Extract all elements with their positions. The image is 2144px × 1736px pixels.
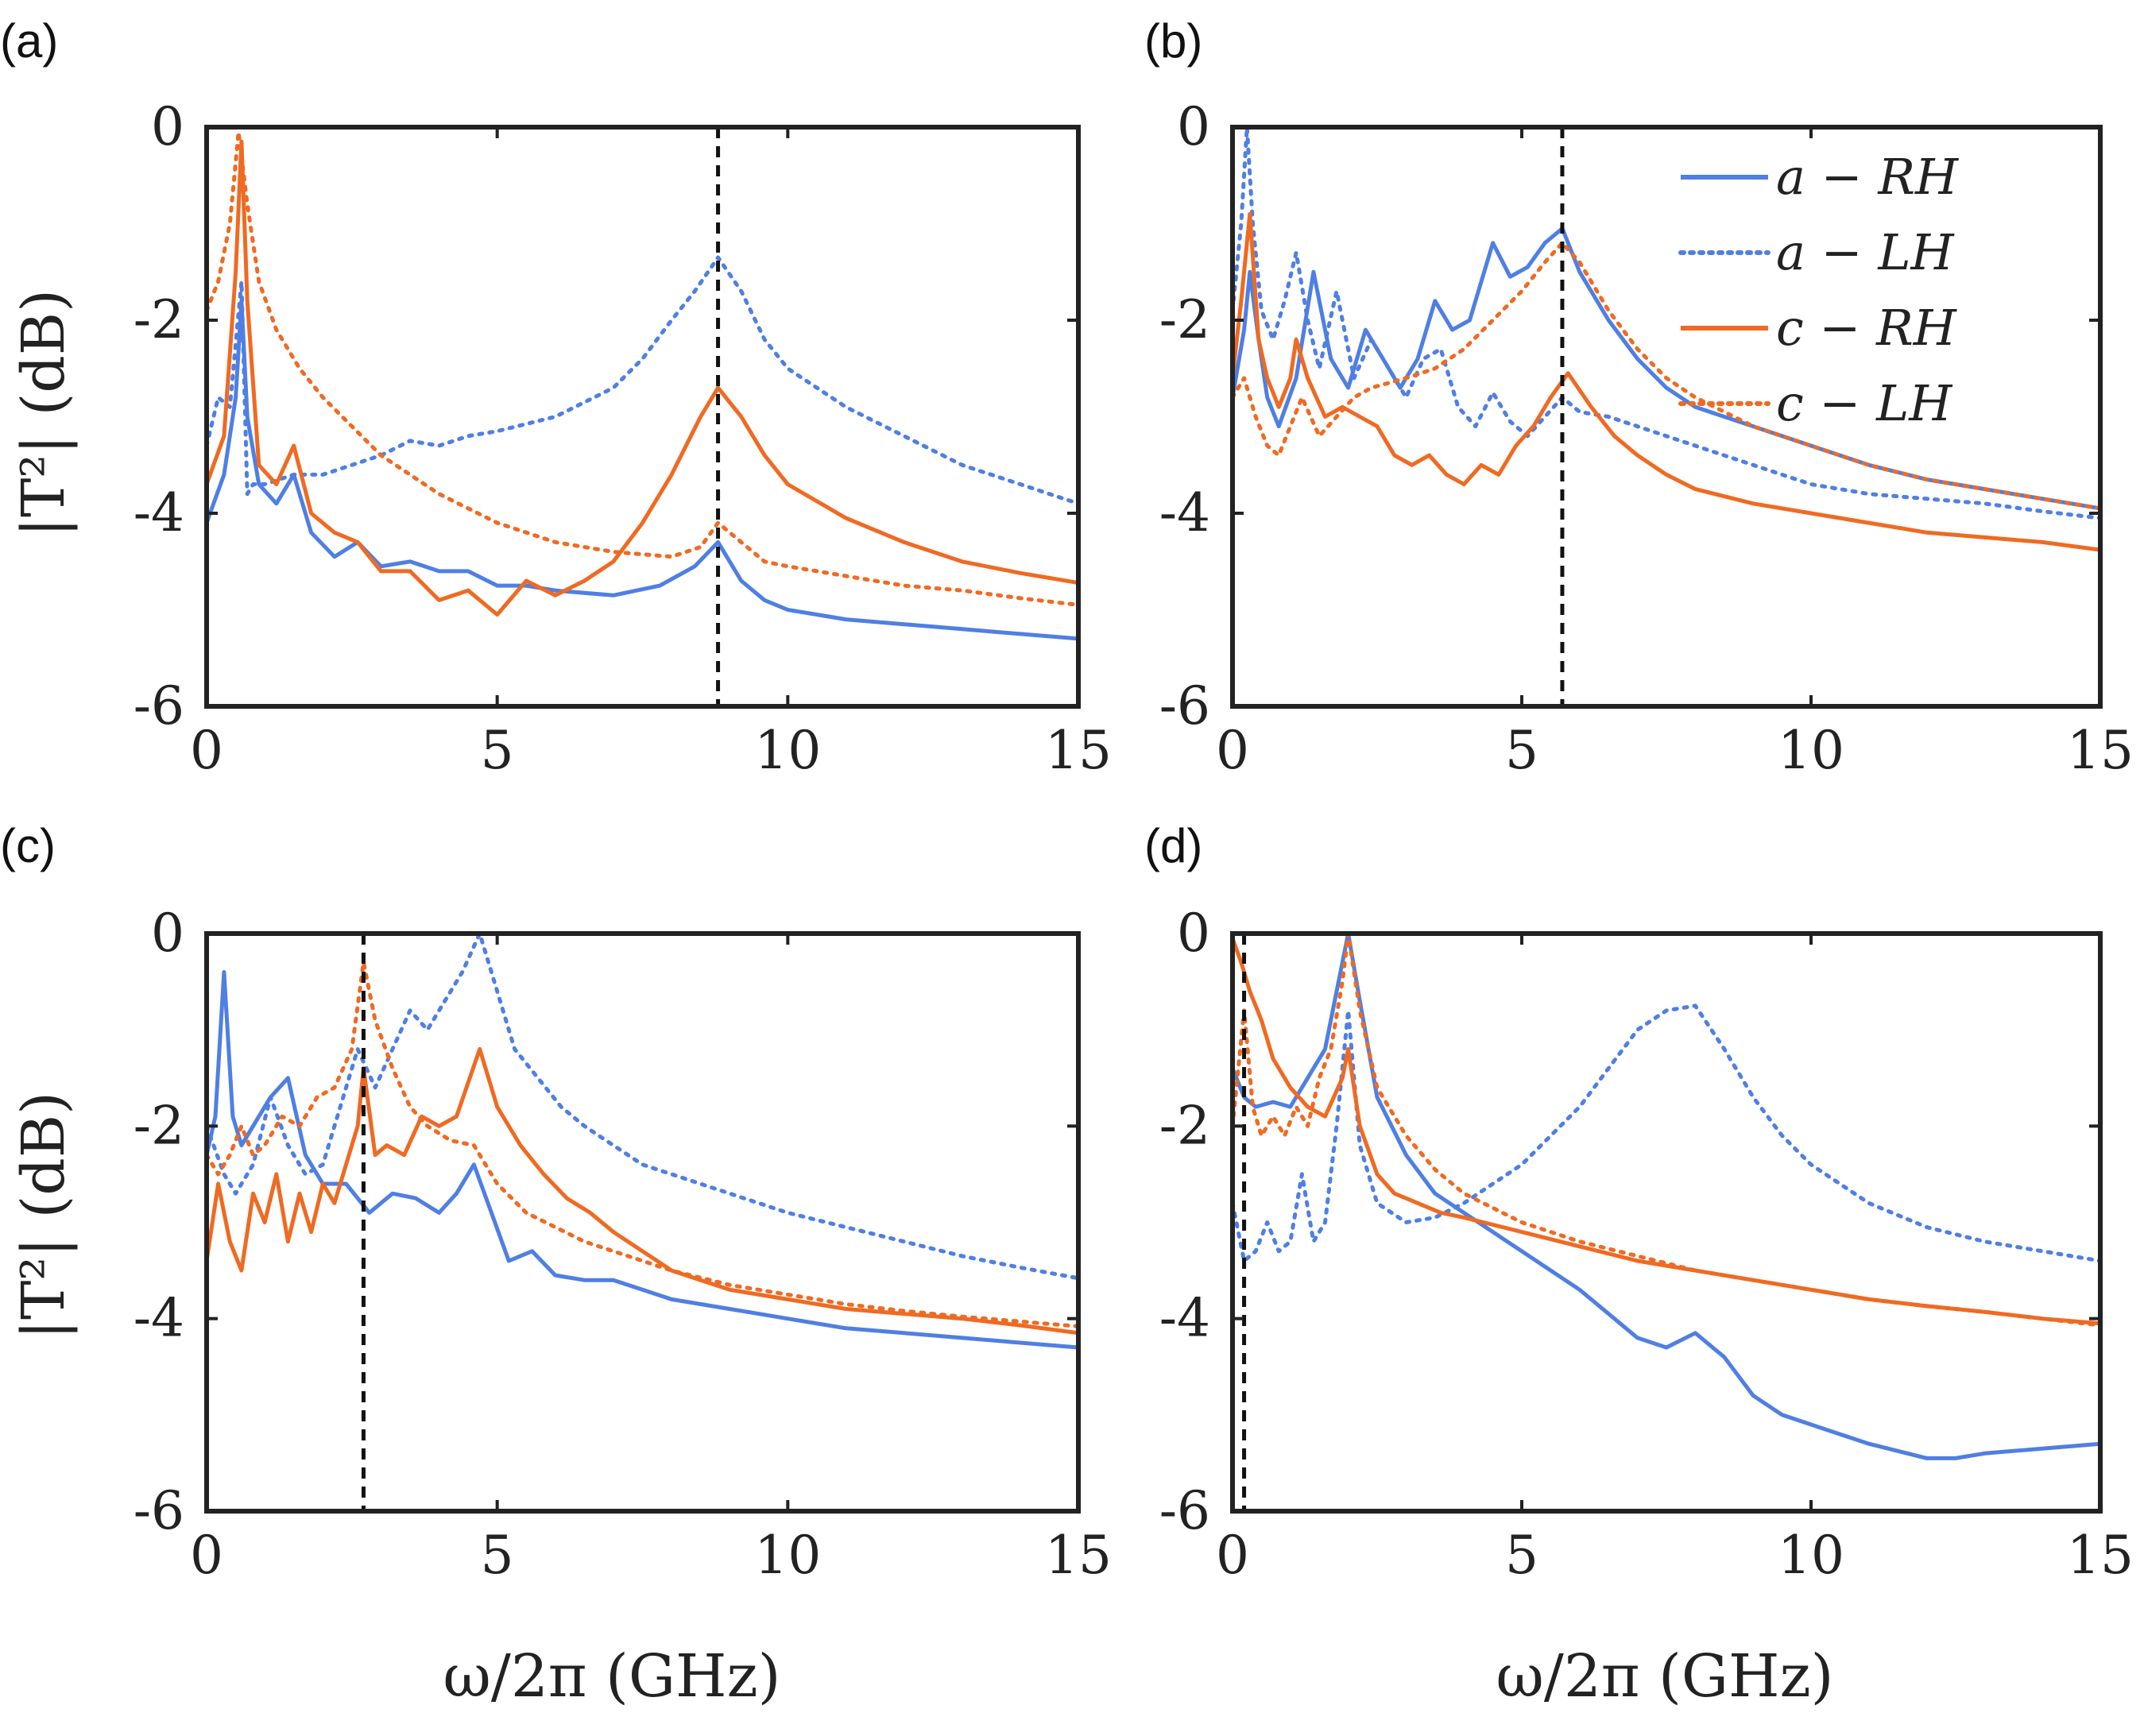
x-tick-label-b-2: 10 bbox=[1778, 720, 1844, 781]
series-line-b-a-rh bbox=[1233, 226, 2100, 511]
series-line-d-c-rh bbox=[1233, 936, 2100, 1326]
y-tick-label-d-1: -2 bbox=[1159, 1095, 1210, 1156]
x-tick-label-d-0: 0 bbox=[1216, 1525, 1249, 1586]
y-tick-label-c-1: -2 bbox=[134, 1095, 184, 1156]
series-line-c-a-lh bbox=[207, 931, 1078, 1281]
x-tick-label-b-3: 15 bbox=[2067, 720, 2134, 781]
series-line-b-c-lh bbox=[1233, 241, 2100, 511]
y-tick-label-a-1: -2 bbox=[134, 289, 184, 350]
y-tick-label-b-0: 0 bbox=[1177, 96, 1210, 157]
series-line-c-c-lh bbox=[207, 960, 1078, 1328]
panel-d: 0 5 10 15 0 -2 -4 -6 bbox=[1159, 903, 2134, 1586]
legend-label-c-rh: c − RH bbox=[1776, 299, 1958, 357]
x-tick-label-c-0: 0 bbox=[190, 1525, 223, 1586]
legend: a − RH a − LH c − RH c − LH bbox=[1678, 148, 1960, 432]
x-tick-label-a-1: 5 bbox=[481, 720, 514, 781]
plot-area-d bbox=[1233, 931, 2100, 1460]
y-tick-label-d-3: -6 bbox=[1159, 1480, 1210, 1541]
panel-a: 0 5 10 15 0 -2 -4 -6 bbox=[134, 96, 1112, 781]
y-tick-label-d-2: -4 bbox=[1159, 1288, 1210, 1349]
y-tick-label-a-2: -4 bbox=[134, 482, 184, 543]
panel-label-b: (b) bbox=[1144, 14, 1202, 68]
series-line-a-c-lh bbox=[207, 130, 1078, 607]
x-tick-label-c-1: 5 bbox=[481, 1525, 514, 1586]
panel-c: 0 5 10 15 0 -2 -4 -6 bbox=[134, 903, 1112, 1586]
y-axis-label-top: |T²| (dB) bbox=[10, 289, 78, 537]
y-axis-label-bottom: |T²| (dB) bbox=[10, 1092, 78, 1340]
x-tick-label-a-3: 15 bbox=[1045, 720, 1112, 781]
x-axis-label-right: ω/2π (GHz) bbox=[1496, 1642, 1834, 1711]
x-axis-label-left: ω/2π (GHz) bbox=[443, 1642, 781, 1711]
panel-b: 0 5 10 15 0 -2 -4 -6 bbox=[1159, 96, 2134, 781]
panel-label-d: (d) bbox=[1144, 819, 1202, 872]
y-tick-label-a-0: 0 bbox=[151, 96, 184, 157]
y-tick-label-c-3: -6 bbox=[134, 1480, 184, 1541]
series-line-c-c-rh bbox=[207, 1046, 1078, 1336]
y-tick-label-b-3: -6 bbox=[1159, 675, 1210, 737]
series-line-b-a-lh bbox=[1233, 125, 2100, 520]
axes-frame-c bbox=[204, 931, 1081, 1514]
x-tick-label-c-3: 15 bbox=[1045, 1525, 1112, 1586]
y-tick-label-b-1: -2 bbox=[1159, 289, 1210, 350]
y-tick-label-a-3: -6 bbox=[134, 675, 184, 737]
legend-label-c-lh: c − LH bbox=[1776, 374, 1953, 432]
axes-frame-a bbox=[204, 125, 1081, 709]
x-tick-label-b-1: 5 bbox=[1505, 720, 1538, 781]
y-tick-label-d-0: 0 bbox=[1177, 903, 1210, 964]
legend-label-a-rh: a − RH bbox=[1776, 148, 1960, 206]
x-tick-label-a-2: 10 bbox=[754, 720, 821, 781]
series-line-d-c-lh bbox=[1233, 931, 2100, 1328]
y-tick-label-c-0: 0 bbox=[151, 903, 184, 964]
axes-frame-b bbox=[1230, 125, 2103, 709]
x-tick-label-c-2: 10 bbox=[754, 1525, 821, 1586]
panel-label-a: (a) bbox=[0, 14, 58, 68]
plot-area-a bbox=[207, 130, 1078, 641]
series-line-a-a-lh bbox=[207, 255, 1078, 506]
panel-label-c: (c) bbox=[0, 819, 56, 872]
x-tick-label-d-3: 15 bbox=[2067, 1525, 2134, 1586]
x-tick-label-a-0: 0 bbox=[190, 720, 223, 781]
x-tick-label-d-2: 10 bbox=[1778, 1525, 1844, 1586]
series-line-c-a-rh bbox=[207, 970, 1078, 1350]
axes-frame-d bbox=[1230, 931, 2103, 1514]
y-tick-label-c-2: -4 bbox=[134, 1288, 184, 1349]
series-line-d-a-rh bbox=[1233, 931, 2100, 1460]
series-line-d-a-lh bbox=[1233, 1003, 2100, 1263]
y-tick-label-b-2: -4 bbox=[1159, 482, 1210, 543]
x-tick-label-b-0: 0 bbox=[1216, 720, 1249, 781]
legend-label-a-lh: a − LH bbox=[1776, 223, 1956, 281]
series-line-a-c-rh bbox=[207, 139, 1078, 617]
plot-area-c bbox=[207, 931, 1078, 1350]
plot-area-b bbox=[1233, 125, 2100, 552]
x-tick-label-d-1: 5 bbox=[1505, 1525, 1538, 1586]
series-line-a-a-rh bbox=[207, 299, 1078, 641]
series-line-b-c-rh bbox=[1233, 211, 2100, 552]
